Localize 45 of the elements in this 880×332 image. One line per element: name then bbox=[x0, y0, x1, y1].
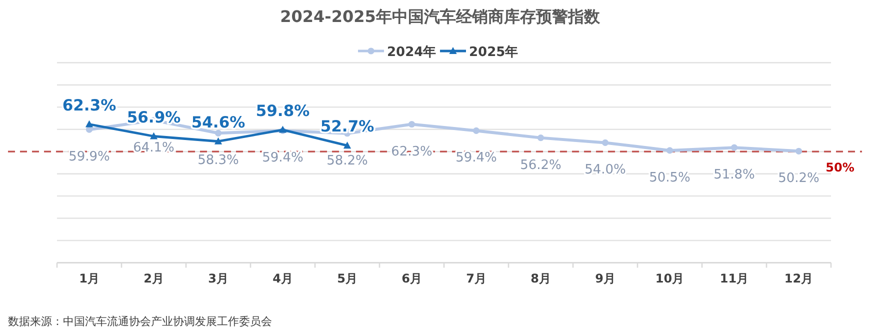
data-label: 50.5% bbox=[649, 170, 690, 186]
point bbox=[730, 144, 738, 151]
x-tick-label: 2月 bbox=[144, 272, 164, 286]
data-label: 58.3% bbox=[198, 153, 239, 168]
point bbox=[602, 139, 609, 146]
data-label: 59.4% bbox=[262, 150, 304, 166]
x-tick-label: 8月 bbox=[530, 272, 551, 286]
legend-label: 2024年 bbox=[387, 45, 436, 60]
point bbox=[472, 127, 480, 134]
data-label: 64.1% bbox=[133, 140, 174, 156]
data-label: 51.8% bbox=[714, 168, 755, 183]
source-note: 数据来源：中国汽车流通协会产业协调发展工作委员会 bbox=[8, 315, 272, 328]
data-label: 62.3% bbox=[62, 96, 117, 114]
x-tick-label: 7月 bbox=[466, 272, 486, 286]
point bbox=[150, 132, 158, 140]
ref-line-label: 50% bbox=[826, 160, 854, 175]
point bbox=[214, 137, 222, 144]
data-label: 58.2% bbox=[326, 153, 368, 168]
point bbox=[666, 147, 674, 154]
data-label: 54.6% bbox=[191, 113, 246, 132]
point bbox=[214, 130, 222, 136]
x-tick-label: 6月 bbox=[402, 272, 422, 286]
data-label: 59.4% bbox=[456, 150, 497, 166]
x-tick-label: 9月 bbox=[595, 272, 616, 286]
point bbox=[408, 120, 416, 128]
x-tick-label: 11月 bbox=[720, 272, 749, 286]
point bbox=[85, 120, 94, 128]
point bbox=[537, 134, 544, 142]
data-label: 50.2% bbox=[778, 171, 820, 186]
x-tick-label: 4月 bbox=[272, 272, 293, 286]
x-tick-label: 1月 bbox=[79, 272, 100, 286]
data-label: 59.8% bbox=[256, 102, 310, 120]
x-tick-label: 12月 bbox=[784, 272, 814, 286]
legend-label: 2025年 bbox=[469, 45, 518, 60]
data-label: 54.0% bbox=[584, 162, 626, 178]
data-label: 56.2% bbox=[520, 158, 562, 173]
data-label: 52.7% bbox=[320, 118, 375, 136]
point bbox=[795, 148, 802, 154]
data-label: 56.9% bbox=[126, 108, 182, 126]
chart-title: 2024-2025年中国汽车经销商库存预警指数 bbox=[280, 7, 601, 26]
point bbox=[343, 142, 352, 149]
x-tick-label: 3月 bbox=[208, 272, 228, 286]
data-label: 59.9% bbox=[68, 150, 110, 165]
x-tick-label: 10月 bbox=[655, 272, 684, 286]
x-tick-label: 5月 bbox=[337, 272, 358, 286]
